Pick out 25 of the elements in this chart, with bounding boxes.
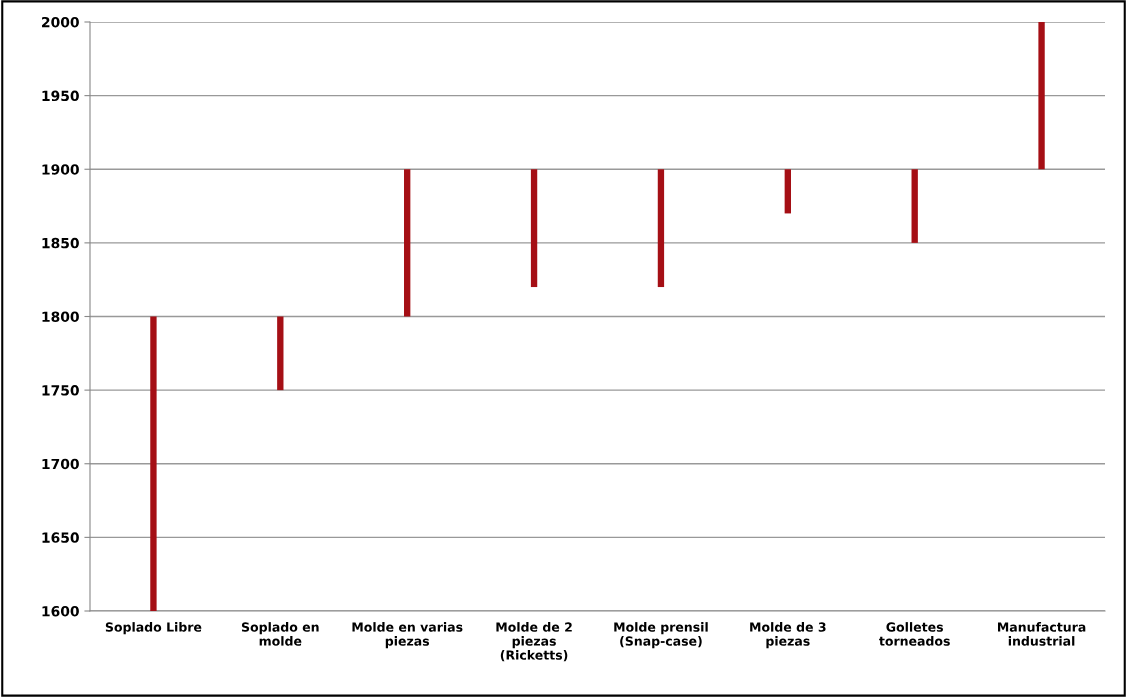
x-tick-label: Molde prensil (Snap-case) [614,622,708,649]
bar [911,169,918,243]
y-tick-label: 1900 [42,164,79,175]
x-tick-label: Soplado Libre [105,622,202,635]
y-tick-label: 1750 [42,385,79,396]
x-tick-label: Molde de 2 piezas (Ricketts) [496,622,572,662]
bar [784,169,791,214]
y-tick-label: 1950 [42,90,79,102]
bar [657,169,665,288]
bar [404,169,411,317]
y-tick-label: 1700 [42,458,79,470]
y-tick-label: 1800 [42,311,79,322]
x-tick-label: Soplado en molde [241,622,319,646]
x-tick-label: Golletes torneados [879,622,950,646]
x-tick-label: Molde en varias piezas [352,622,463,649]
bar [150,316,157,611]
y-tick-label: 2000 [42,16,79,28]
y-tick-label: 1850 [42,237,79,249]
x-tick-label: Molde de 3 piezas [750,622,826,649]
y-tick-label: 1650 [42,532,79,543]
y-tick-label: 1600 [42,605,79,617]
bar [1038,22,1045,170]
bar [530,169,538,288]
bar [277,316,284,391]
x-tick-label: Manufactura industrial [998,622,1086,646]
